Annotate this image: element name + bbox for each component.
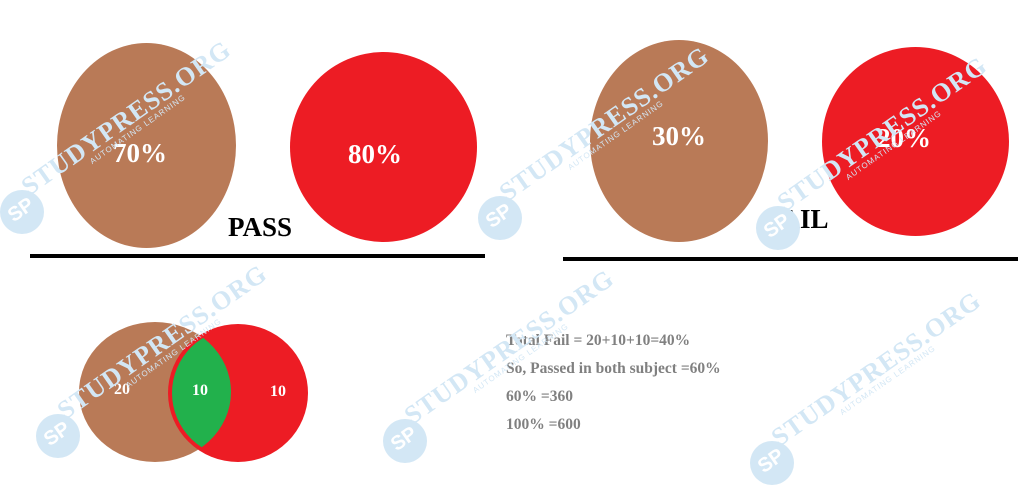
calc-line-passed-both: So, Passed in both subject =60% xyxy=(506,360,721,377)
pass-brown-percent: 70% xyxy=(113,138,167,168)
calc-line-total-fail: Total Fail = 20+10+10=40% xyxy=(506,332,691,349)
fail-red-circle xyxy=(822,47,1009,236)
venn-right-only-value: 10 xyxy=(270,383,286,400)
pass-red-percent: 80% xyxy=(348,139,402,169)
fail-divider xyxy=(563,257,1018,261)
venn-both-value: 10 xyxy=(192,382,208,399)
calc-line-sixty: 60% =360 xyxy=(506,388,573,405)
fail-brown-percent: 30% xyxy=(652,121,706,151)
venn-left-only-value: 20 xyxy=(114,381,130,398)
pass-brown-circle xyxy=(57,43,236,248)
fail-brown-circle xyxy=(590,40,768,242)
calc-line-hundred: 100% =600 xyxy=(506,416,581,433)
venn-overlap xyxy=(172,328,231,458)
pass-red-circle xyxy=(290,52,477,242)
fail-red-percent: 20% xyxy=(877,123,931,153)
pass-divider xyxy=(30,254,485,258)
pass-label: PASS xyxy=(228,212,293,242)
calculation-block: Total Fail = 20+10+10=40% So, Passed in … xyxy=(506,330,721,442)
